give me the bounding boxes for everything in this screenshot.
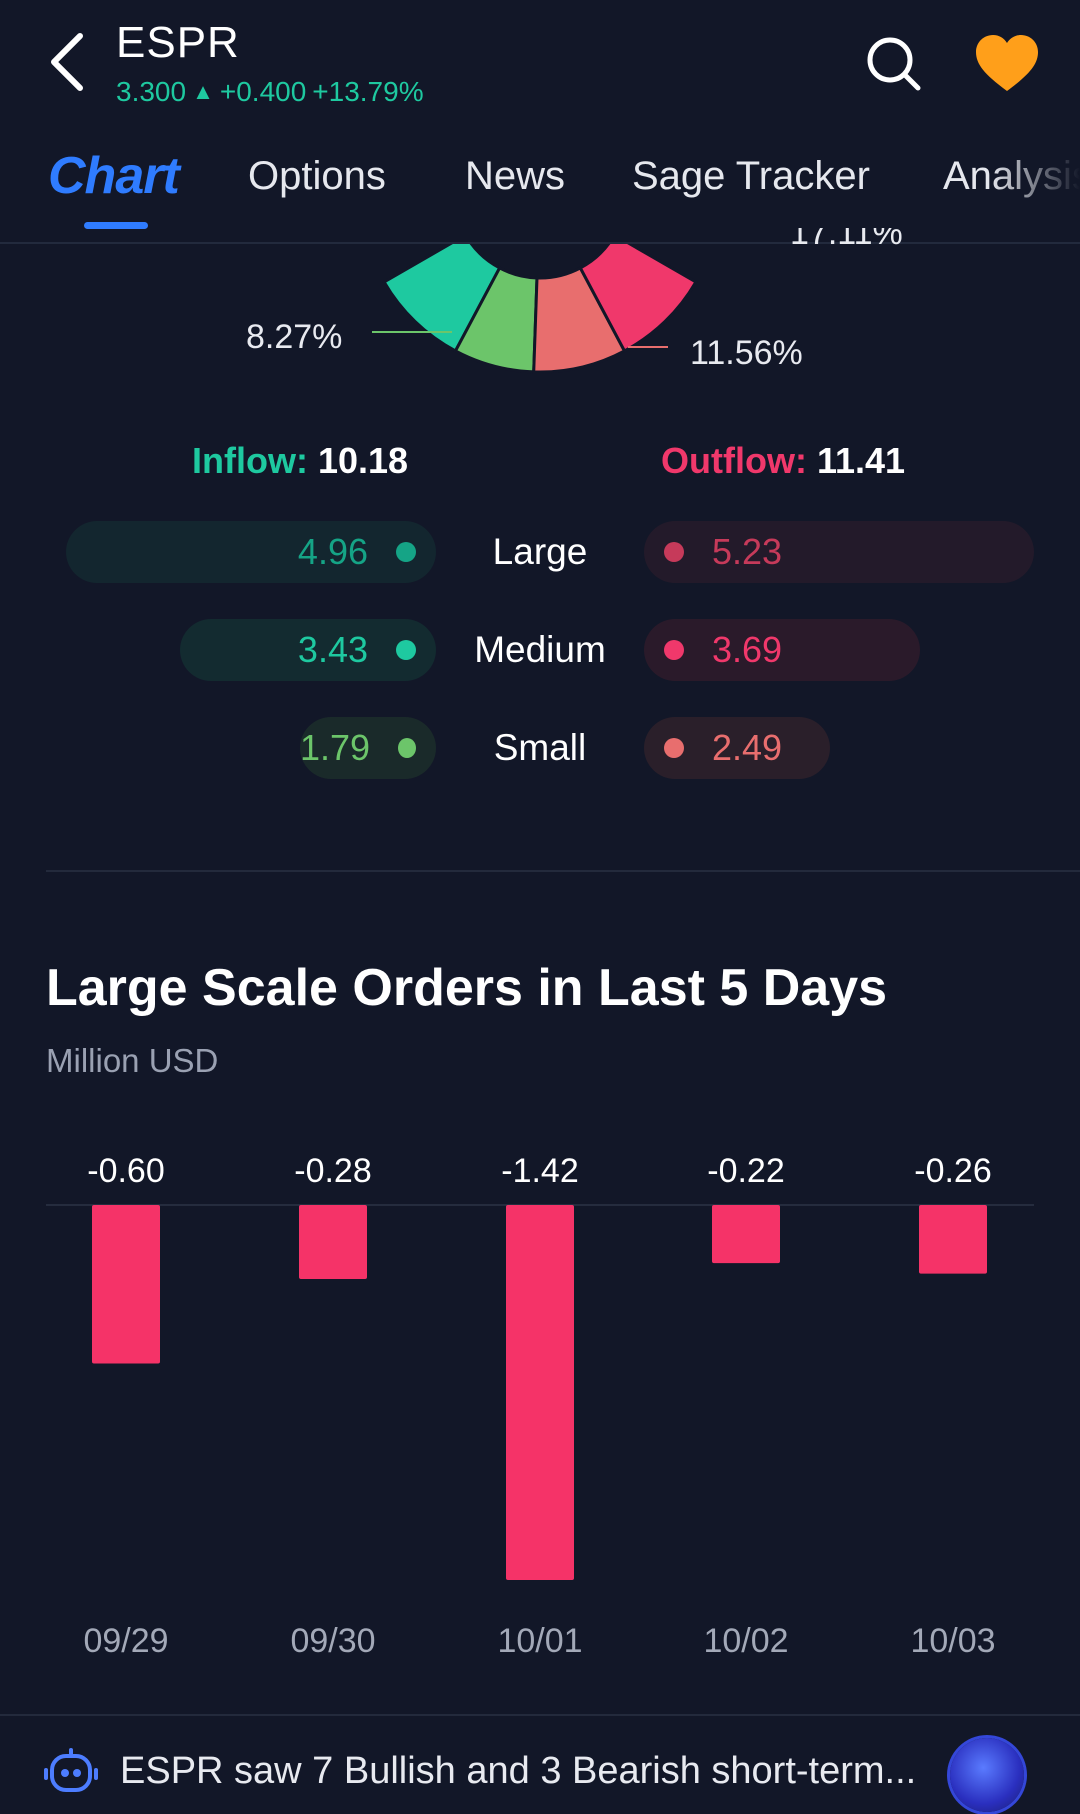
inflow-value: 10.18 [317, 440, 409, 481]
donut-label-right: 11.56% [690, 334, 803, 372]
active-tab-indicator [84, 222, 148, 229]
inflow-small-value: 1.79 [300, 727, 371, 768]
inflow-small-pill: 1.79 [300, 717, 436, 779]
x-tick-label: 10/03 [910, 1622, 995, 1660]
bar-value-label: -0.60 [87, 1152, 165, 1190]
tabs-divider [0, 242, 1080, 244]
outflow-large-dot [664, 542, 684, 562]
bar-10/02[interactable] [712, 1205, 780, 1264]
donut-label-top-right: 17.11% [790, 228, 903, 256]
bar-09/29[interactable] [92, 1205, 160, 1364]
tab-chart[interactable]: Chart [48, 147, 180, 205]
chart-unit-label: Million USD [46, 1042, 219, 1079]
bar-10/03[interactable] [919, 1205, 987, 1274]
outflow-value: 11.41 [816, 440, 906, 481]
insight-text[interactable]: ESPR saw 7 Bullish and 3 Bearish short-t… [120, 1750, 917, 1792]
search-icon[interactable] [864, 34, 922, 92]
donut-label-left: 8.27% [246, 318, 343, 356]
ticker-symbol: ESPR [116, 18, 240, 67]
tab-options[interactable]: Options [248, 154, 386, 198]
price-change: +0.400 [219, 76, 307, 107]
inflow-small-dot [398, 738, 416, 758]
x-tick-label: 09/29 [83, 1622, 168, 1660]
assistant-avatar-icon[interactable] [950, 1738, 1024, 1812]
bar-value-label: -0.28 [294, 1152, 372, 1190]
bar-10/01[interactable] [506, 1205, 574, 1580]
large-orders-bar-chart: -0.60 09/29 -0.28 09/30 -1.42 10/01 -0.22 10/02… [46, 1152, 1034, 1660]
size-label-small: Small [493, 727, 587, 768]
price-quote: 3.300 ▲ +0.400 +13.79% [116, 76, 424, 108]
outflow-small-value: 2.49 [712, 727, 783, 768]
back-chevron-icon[interactable] [44, 30, 94, 94]
price: 3.300 [116, 76, 187, 107]
x-tick-label: 10/01 [497, 1622, 582, 1660]
heart-icon[interactable] [974, 34, 1040, 94]
outflow-medium-pill: 3.69 [644, 619, 920, 681]
outflow-medium-value: 3.69 [712, 629, 783, 670]
tab-sage-tracker[interactable]: Sage Tracker [632, 154, 870, 198]
tab-bar: Chart Options News Sage Tracker Analysis [0, 140, 1080, 240]
inflow-medium-value: 3.43 [297, 629, 368, 670]
bar-09/30[interactable] [299, 1205, 367, 1279]
size-label-medium: Medium [474, 629, 606, 670]
bar-value-label: -1.42 [501, 1152, 579, 1190]
size-label-large: Large [492, 531, 588, 572]
inflow-label: Inflow: [192, 440, 308, 481]
x-tick-label: 09/30 [290, 1622, 375, 1660]
tab-fade [990, 140, 1080, 240]
outflow-small-pill: 2.49 [644, 717, 830, 779]
bar-value-label: -0.26 [914, 1152, 992, 1190]
outflow-label: Outflow: [661, 440, 807, 481]
outflow-large-value: 5.23 [712, 531, 783, 572]
bar-value-label: -0.22 [707, 1152, 785, 1190]
robot-icon[interactable] [44, 1748, 98, 1796]
inflow-medium-dot [396, 640, 416, 660]
inflow-summary: Inflow: 10.18 [192, 440, 408, 482]
outflow-summary: Outflow: 11.41 [661, 440, 905, 482]
inflow-medium-pill: 3.43 [180, 619, 436, 681]
outflow-medium-dot [664, 640, 684, 660]
capital-flow-donut [372, 244, 698, 374]
donut-segment-4 [578, 244, 698, 353]
outflow-large-pill: 5.23 [644, 521, 1034, 583]
inflow-large-value: 4.96 [297, 531, 368, 572]
tab-news[interactable]: News [465, 154, 566, 198]
inflow-large-pill: 4.96 [66, 521, 436, 583]
section-divider [46, 870, 1080, 872]
donut-label-top-right-text: 17.11% [790, 228, 903, 252]
up-arrow-icon: ▲ [192, 79, 214, 104]
x-tick-label: 10/02 [703, 1622, 788, 1660]
chart-title: Large Scale Orders in Last 5 Days [46, 959, 888, 1017]
outflow-small-dot [664, 738, 684, 758]
inflow-large-dot [396, 542, 416, 562]
bottom-divider [0, 1714, 1080, 1716]
price-change-pct: +13.79% [312, 76, 424, 107]
